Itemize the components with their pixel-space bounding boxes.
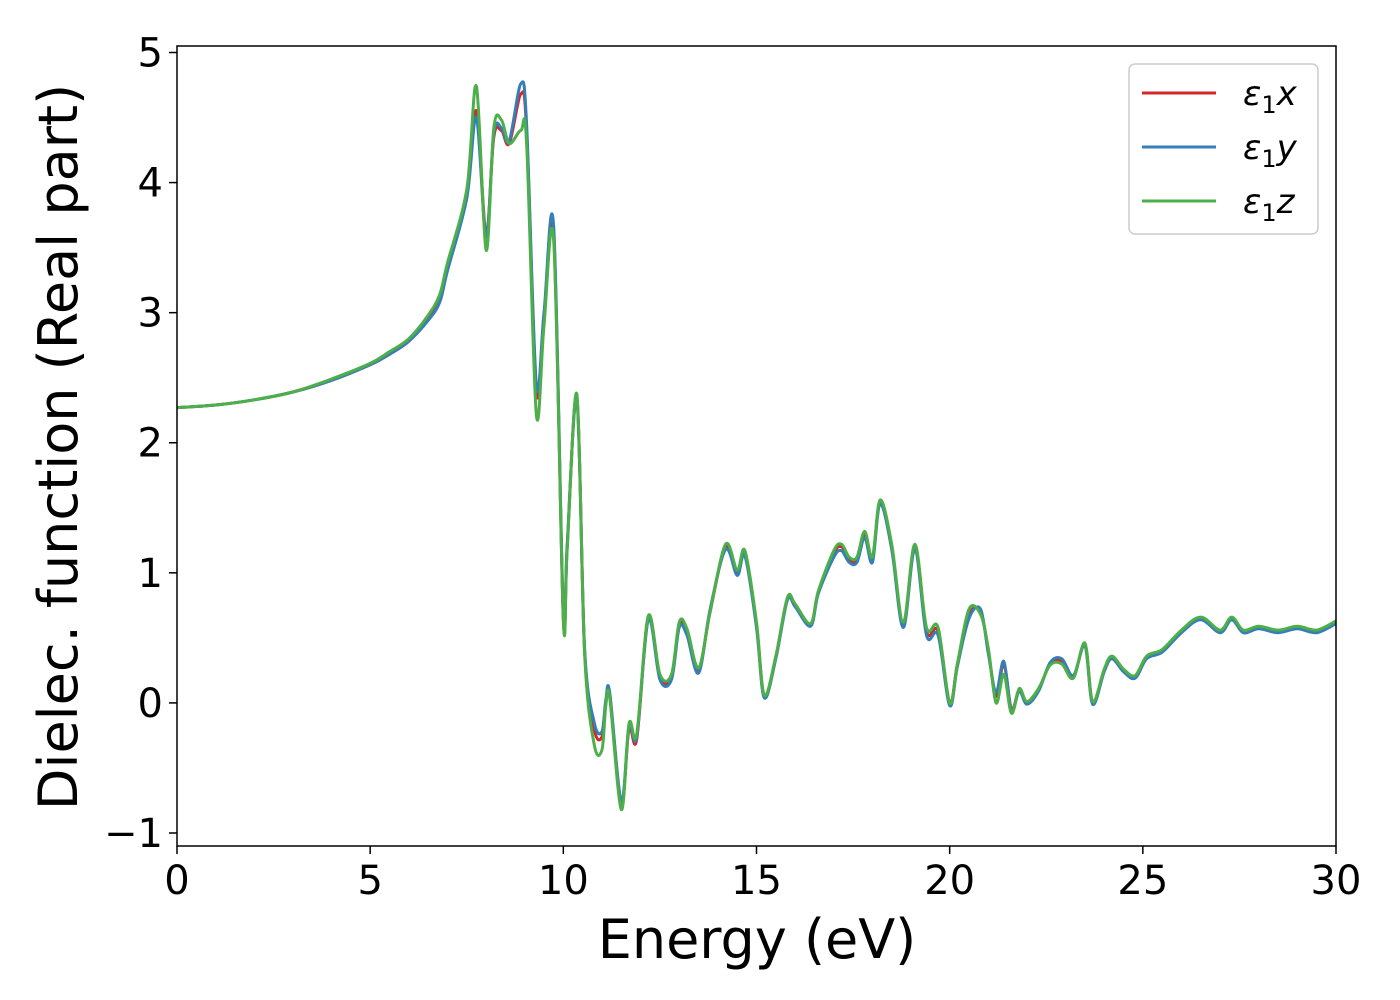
- y-tick-label: 5: [138, 31, 163, 77]
- x-tick-label: 30: [1311, 858, 1362, 904]
- legend-label-z: ε1z: [1243, 182, 1296, 227]
- legend-label-x: ε1x: [1243, 74, 1298, 119]
- x-tick-label: 25: [1117, 858, 1168, 904]
- x-tick-label: 0: [164, 858, 189, 904]
- legend-box: [1128, 63, 1319, 235]
- x-tick-label: 20: [924, 858, 975, 904]
- y-tick-label: −1: [104, 811, 163, 857]
- y-tick-label: 4: [138, 161, 163, 207]
- legend-label-y: ε1y: [1243, 128, 1298, 173]
- x-tick-label: 15: [731, 858, 782, 904]
- x-axis-ticks: 0 5 10 15 20 25 30: [164, 846, 1361, 904]
- y-tick-label: 0: [138, 681, 163, 727]
- plot-area: [177, 80, 1336, 812]
- series-line-z: [177, 84, 1336, 812]
- y-axis-label: Dielec. function (Real part): [27, 84, 90, 810]
- x-tick-label: 5: [357, 858, 382, 904]
- y-tick-label: 2: [138, 421, 163, 467]
- x-axis-label: Energy (eV): [598, 908, 917, 971]
- x-tick-label: 10: [538, 858, 589, 904]
- plot-frame: [176, 45, 1337, 847]
- y-tick-label: 1: [138, 551, 163, 597]
- legend: ε1x ε1y ε1z: [1128, 63, 1319, 235]
- y-tick-label: 3: [138, 291, 163, 337]
- y-axis-ticks: −1 0 1 2 3 4 5: [104, 31, 177, 857]
